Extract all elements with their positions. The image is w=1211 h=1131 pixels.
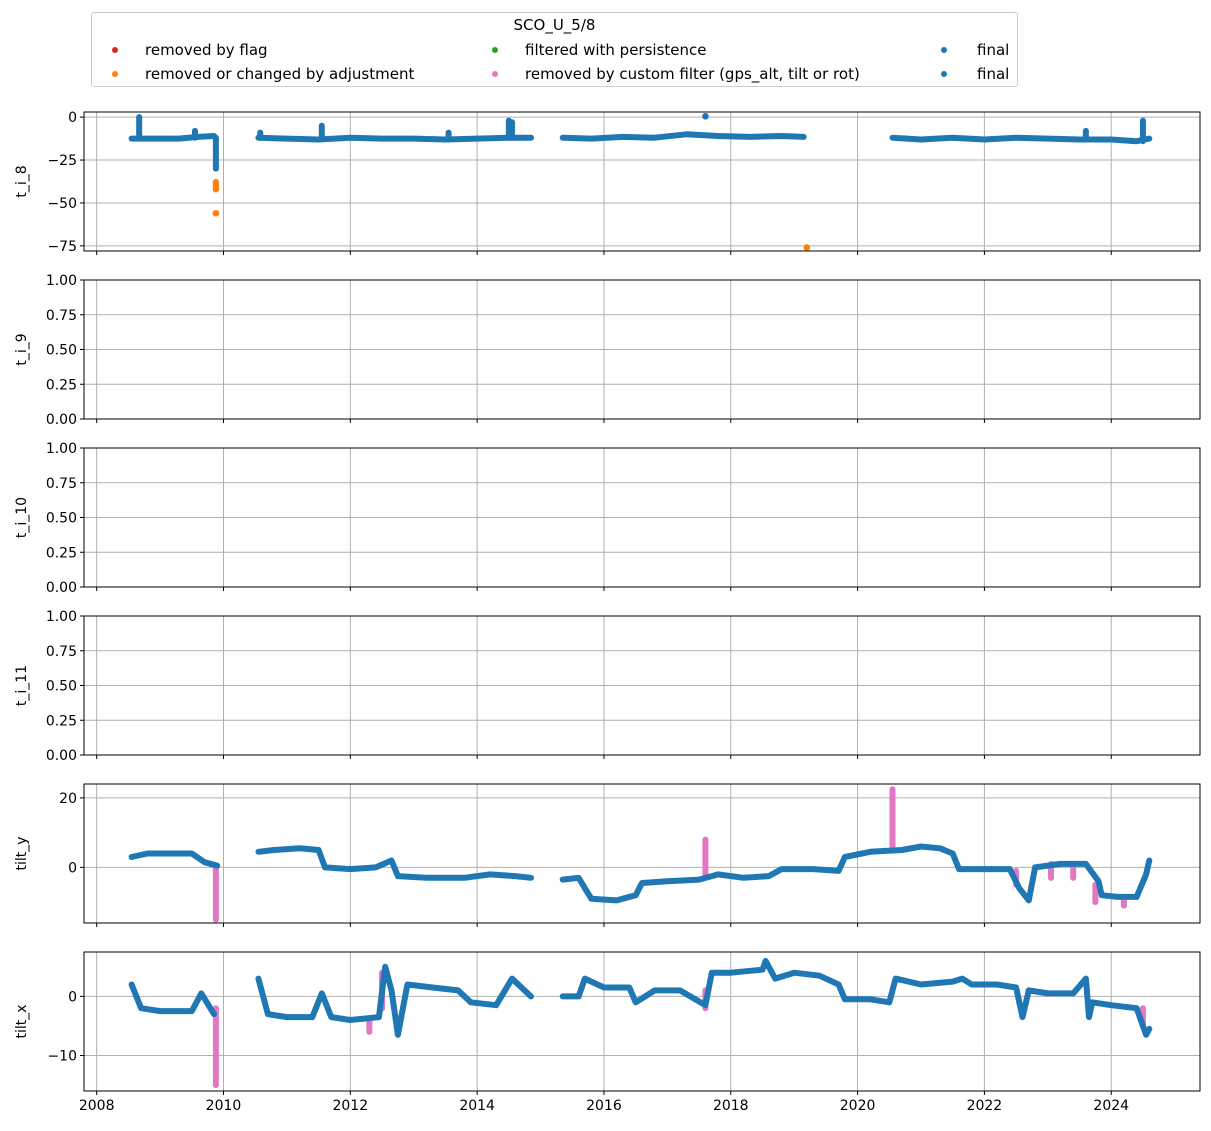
panel-t-i-8: 0 −25 −50 −75 t_i_8 (14, 110, 1201, 255)
y-axis-label: t_i_8 (14, 165, 30, 197)
y-axis-label: tilt_x (14, 1004, 30, 1038)
y-tick-label: 1.00 (46, 273, 77, 289)
x-tick-label: 2020 (840, 1098, 876, 1114)
data-trace (889, 134, 1153, 145)
panel-t-i-10: 1.00 0.75 0.50 0.25 0.00 t_i_10 (14, 441, 1201, 596)
y-axis-label: tilt_y (14, 836, 30, 870)
x-tick-label: 2012 (332, 1098, 368, 1114)
legend-label: filtered with persistence (525, 41, 707, 59)
data-trace (559, 957, 1153, 1038)
x-tick-label: 2014 (459, 1098, 495, 1114)
series-final (128, 957, 1153, 1038)
legend-title: SCO_U_5/8 (513, 16, 596, 34)
x-tick-label: 2022 (967, 1098, 1003, 1114)
data-trace (128, 850, 221, 869)
panel-t-i-9: 1.00 0.75 0.50 0.25 0.00 t_i_9 (14, 273, 1201, 428)
x-tick-label: 2010 (206, 1098, 242, 1114)
axes-frame (83, 615, 1201, 756)
legend-label: final (977, 41, 1010, 59)
y-tick-label: 1.00 (46, 441, 77, 457)
x-tick-label: 2008 (79, 1098, 115, 1114)
data-point (803, 244, 811, 251)
series-final (128, 131, 1153, 145)
legend-marker (941, 71, 947, 77)
data-point (702, 112, 709, 120)
data-point (212, 209, 220, 217)
y-tick-label: 0.75 (46, 308, 77, 324)
y-tick-label: −10 (47, 1049, 77, 1065)
legend-marker (112, 71, 118, 77)
y-tick-label: 0.75 (46, 644, 77, 660)
legend-label: final (977, 65, 1010, 83)
data-trace (255, 845, 534, 881)
axes-frame (83, 783, 1201, 924)
data-trace (559, 843, 1153, 904)
panel-t-i-11: 1.00 0.75 0.50 0.25 0.00 t_i_11 (14, 609, 1201, 764)
y-tick-label: −50 (47, 196, 77, 212)
axes-frame (83, 951, 1201, 1092)
legend-marker (941, 47, 947, 53)
legend-marker (492, 47, 498, 53)
legend-marker (112, 47, 118, 53)
legend-label: removed by flag (145, 41, 268, 59)
y-tick-label: 0.50 (46, 511, 77, 527)
axes-frame (83, 279, 1201, 420)
y-tick-label: 20 (59, 791, 77, 807)
y-tick-label: 0.00 (46, 580, 77, 596)
data-trace (559, 131, 807, 142)
grid-lines (84, 447, 1200, 588)
y-tick-label: 0.50 (46, 679, 77, 695)
data-point (212, 185, 220, 193)
grid-lines (84, 615, 1200, 756)
series-final (128, 843, 1153, 904)
legend-label: removed or changed by adjustment (145, 65, 415, 83)
y-axis-label: t_i_9 (14, 333, 30, 365)
y-tick-label: 0.00 (46, 748, 77, 764)
y-tick-label: 0.25 (46, 713, 77, 729)
grid-lines (84, 279, 1200, 420)
y-tick-label: −75 (47, 239, 77, 255)
x-tick-label: 2016 (586, 1098, 622, 1114)
series-final (136, 114, 1146, 172)
chart-legend: SCO_U_5/8 removed by flag removed or cha… (91, 12, 1018, 87)
series-removed-or-changed-by-adjustment (212, 179, 811, 251)
x-tick-label: 2024 (1093, 1098, 1129, 1114)
series-removed-by-custom-filter-gps-alt-tilt-or-rot- (212, 786, 1127, 923)
y-tick-label: 0 (68, 860, 77, 876)
y-axis-label: t_i_10 (14, 497, 30, 538)
data-trace (128, 133, 217, 142)
y-tick-label: 0 (68, 989, 77, 1005)
grid-lines (84, 784, 1200, 923)
y-tick-label: 0.00 (46, 412, 77, 428)
data-trace (255, 963, 534, 1038)
x-tick-label: 2018 (713, 1098, 749, 1114)
axes-frame (83, 111, 1201, 252)
panel-tilt-x: 2008 2010 2012 2014 2016 2018 2020 2022 2024 0 −10… (14, 951, 1201, 1114)
y-tick-label: 0 (68, 110, 77, 126)
data-trace (255, 134, 534, 143)
grid-lines (84, 112, 1200, 251)
series-final (702, 112, 709, 120)
panel-tilt-y: 20 0 tilt_y (14, 783, 1201, 927)
y-tick-label: −25 (47, 153, 77, 169)
axes-frame (83, 447, 1201, 588)
y-tick-label: 0.25 (46, 545, 77, 561)
legend-marker (492, 71, 498, 77)
y-tick-label: 0.50 (46, 343, 77, 359)
y-tick-label: 1.00 (46, 609, 77, 625)
grid-lines (84, 952, 1200, 1091)
y-tick-label: 0.75 (46, 476, 77, 492)
legend-label: removed by custom filter (gps_alt, tilt … (525, 65, 860, 83)
y-tick-label: 0.25 (46, 377, 77, 393)
data-trace (128, 981, 217, 1018)
y-axis-label: t_i_11 (14, 665, 30, 706)
